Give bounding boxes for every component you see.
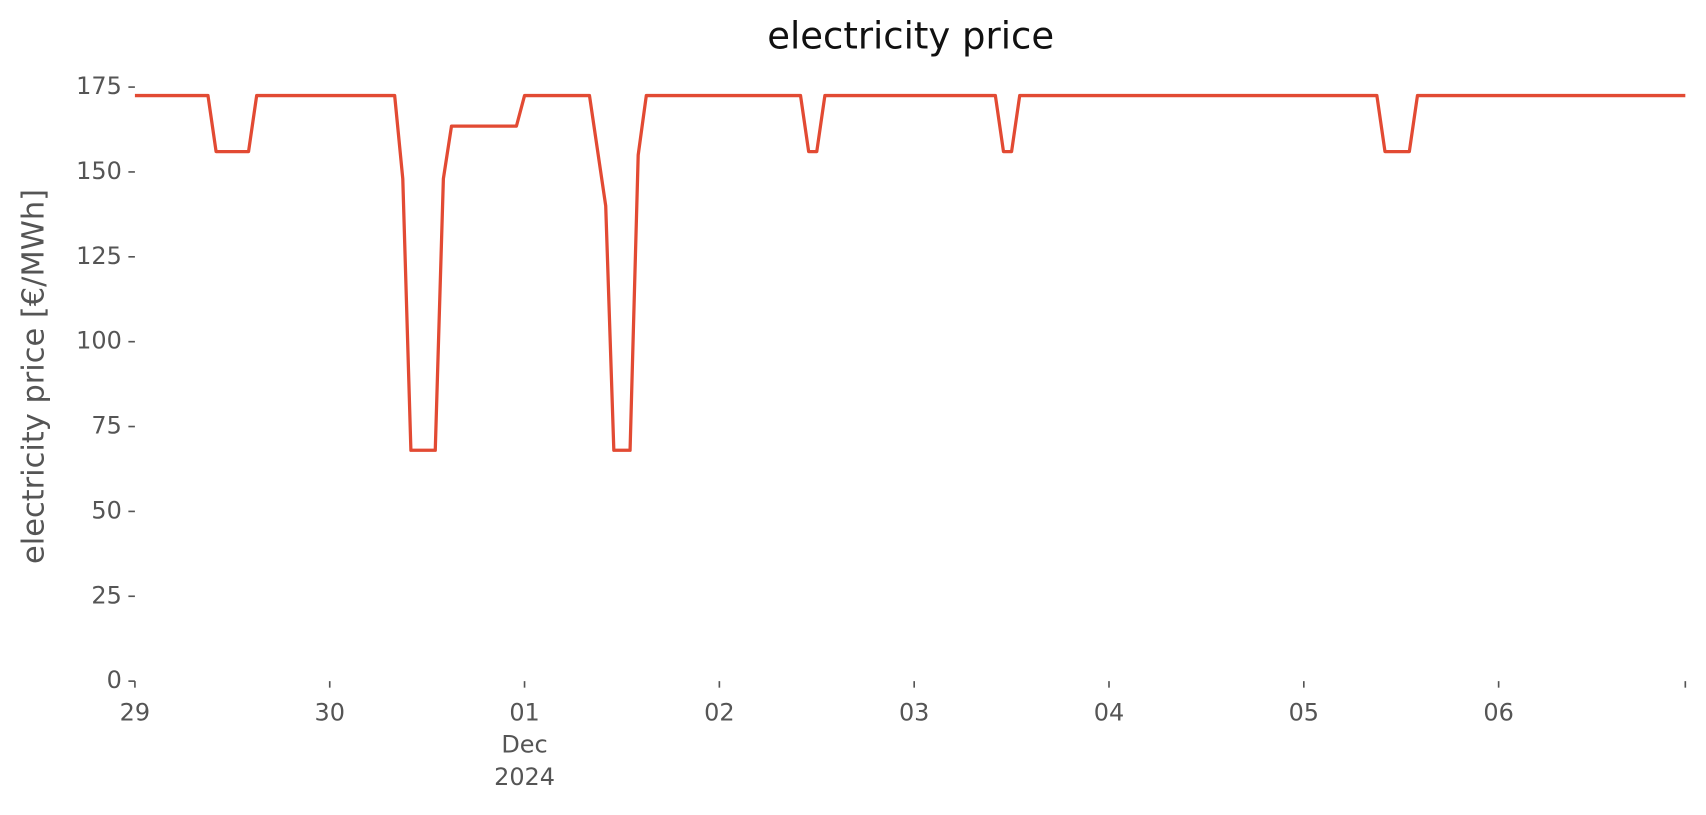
x-tick-label: 05 — [1289, 698, 1319, 726]
x-tick-label: 03 — [899, 698, 929, 726]
x-tick-label: 01 Dec 2024 — [494, 698, 555, 791]
x-tick-label: 29 — [120, 698, 150, 726]
x-tick-label: 02 — [704, 698, 734, 726]
y-tick-label: 50 — [91, 496, 121, 524]
y-tick-label: 25 — [91, 581, 121, 609]
y-tick-label: 0 — [107, 666, 122, 694]
x-tick-label: 04 — [1094, 698, 1124, 726]
y-tick-label: 75 — [91, 412, 121, 440]
x-tick-label: 06 — [1483, 698, 1513, 726]
y-tick-label: 150 — [76, 157, 122, 185]
chart-title: electricity price — [767, 15, 1054, 58]
y-tick-label: 100 — [76, 327, 122, 355]
y-tick-label: 175 — [76, 72, 122, 100]
y-tick-label: 125 — [76, 242, 122, 270]
y-axis-label: electricity price [€/MWh] — [16, 189, 51, 564]
price-line — [134, 93, 1686, 452]
x-tick-label: 30 — [315, 698, 345, 726]
